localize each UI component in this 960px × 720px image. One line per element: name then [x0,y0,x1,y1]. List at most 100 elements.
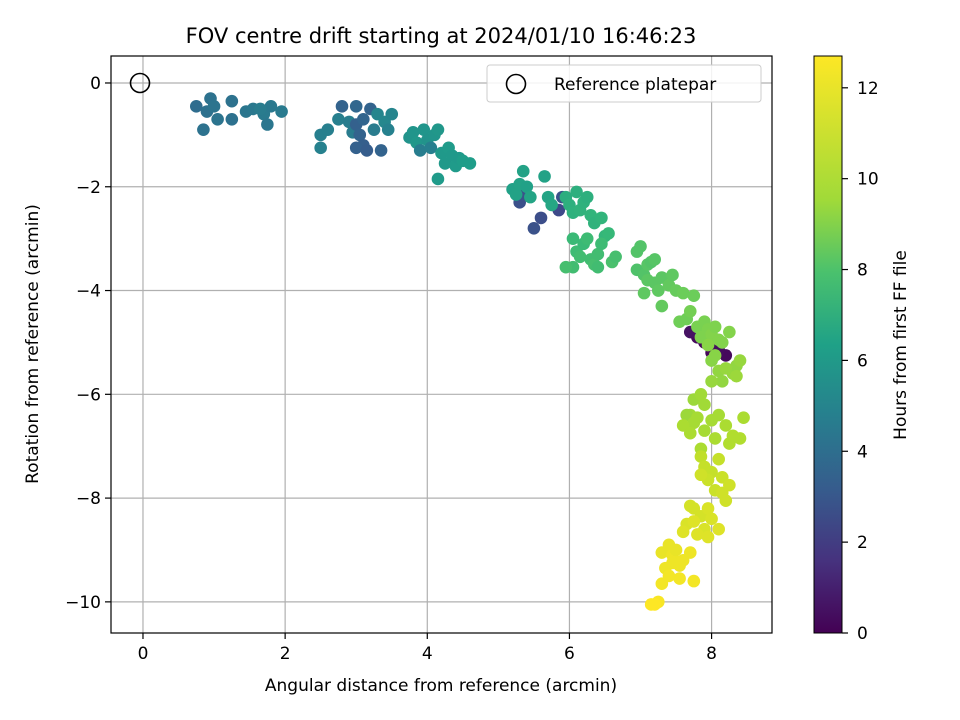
scatter-point [595,211,608,225]
y-tick-label: −10 [65,593,101,613]
scatter-point [424,141,438,155]
scatter-point [520,180,534,194]
scatter-point [701,338,715,352]
y-tick-label: 0 [90,74,101,94]
colorbar-tick-label: 6 [857,351,868,371]
scatter-point [705,512,718,526]
scatter-point [538,170,551,183]
scatter-point [719,419,733,432]
scatter-point [648,598,662,611]
scatter-point [524,190,537,204]
scatter-point [708,432,722,445]
x-tick-label: 6 [564,644,575,664]
scatter-point [712,408,725,422]
scatter-point [253,102,267,116]
scatter-point [602,227,615,240]
scatter-point [211,113,224,126]
y-axis-ticks: 0 −2 −4 −6 −8 −10 [65,74,111,613]
scatter-point [374,144,388,157]
scatter-point [321,123,335,136]
scatter-point [708,349,722,362]
scatter-point [655,577,669,591]
scatter-point [197,123,210,136]
scatter-point [595,237,608,251]
y-tick-label: −4 [76,282,101,302]
scatter-point [655,299,669,313]
scatter-point [559,260,573,274]
scatter-point [691,411,704,424]
scatter-point [683,304,697,318]
scatter-point [207,100,221,113]
scatter-point [733,432,747,445]
scatter-point [189,100,203,113]
scatter-point [545,198,558,212]
scatter-point [701,530,715,544]
x-axis-label: Angular distance from reference (arcmin) [265,676,617,696]
scatter-point [264,100,278,113]
plot-area: 0 2 4 6 8 0 −2 −4 −6 −8 −10 [65,55,773,664]
scatter-point [687,289,701,303]
scatter-point [381,123,395,136]
colorbar-tick-label: 0 [857,624,868,644]
x-tick-label: 8 [706,644,717,664]
scatter-point [715,336,729,349]
scatter-point [683,546,697,559]
scatter-point [349,141,363,155]
scatter-point [580,232,594,245]
scatter-point [225,113,239,126]
scatter-point [673,572,686,585]
scatter-point [367,123,381,136]
scatter-point [719,494,733,507]
colorbar-tick-label: 2 [857,533,868,553]
scatter-point [733,354,747,367]
scatter-point [534,211,548,225]
scatter-point [275,105,288,118]
y-tick-label: −2 [76,178,101,198]
y-tick-label: −8 [76,489,101,509]
scatter-point [509,188,523,201]
scatter-point [431,123,445,136]
scatter-point [708,320,722,334]
x-tick-label: 4 [422,644,433,664]
scatter-point [353,128,367,142]
scatter-point [705,375,718,388]
x-tick-label: 2 [280,644,291,664]
scatter-point [591,260,605,274]
scatter-point [431,172,445,186]
chart-title: FOV centre drift starting at 2024/01/10 … [186,24,697,48]
scatter-point [637,286,651,300]
reference-platepar-marker [129,72,151,94]
scatter-point [698,424,711,437]
scatter-point [335,100,349,113]
scatter-point [701,502,715,515]
scatter-point [580,190,594,204]
scatter-point [463,157,477,170]
scatter-point [516,164,530,178]
scatter-point [634,240,647,253]
legend: Reference platepar [486,64,762,103]
scatter-point [413,144,427,157]
scatter-point [687,574,701,588]
legend-label: Reference platepar [554,75,716,95]
legend-marker [505,73,527,95]
scatter-point [669,543,683,557]
scatter-point [357,113,370,126]
scatter-point [261,118,274,131]
colorbar-gradient [813,55,843,634]
scatter-point [417,123,431,136]
colorbar: 0 2 4 6 8 10 12 Hours from first FF file [813,55,911,644]
y-tick-label: −6 [76,385,101,405]
colorbar-ticks: 0 2 4 6 8 10 12 [842,79,879,644]
scatter-point [406,125,420,139]
scatter-point [715,375,729,388]
scatter-point [666,268,679,282]
scatter-point [698,398,711,411]
scatter-point [570,185,583,199]
x-axis-ticks: 0 2 4 6 8 [138,633,717,664]
scatter-point [712,452,725,466]
scatter-points [189,92,750,611]
scatter-point [694,388,708,401]
scatter-point [694,468,708,482]
scatter-point [360,144,374,157]
